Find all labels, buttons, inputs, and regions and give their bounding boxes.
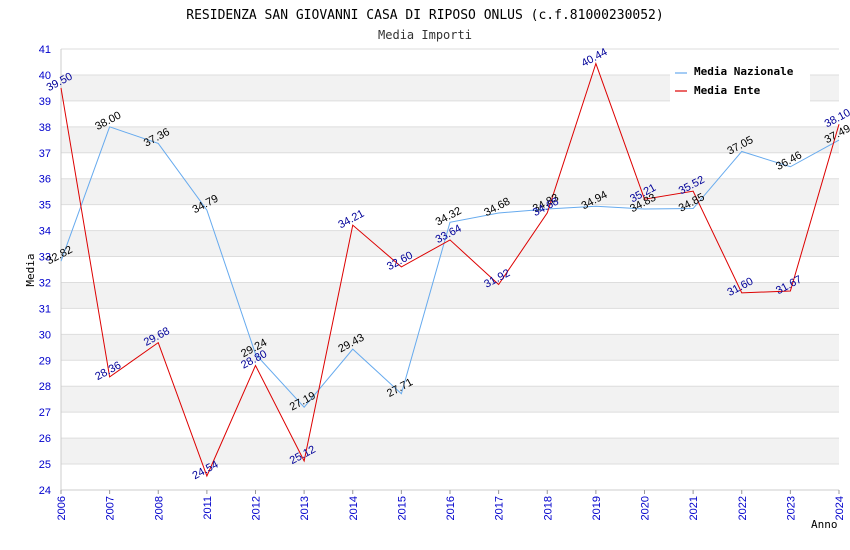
- y-tick-label: 39: [39, 96, 51, 108]
- x-tick-label: 2023: [785, 496, 797, 520]
- x-tick-label: 2020: [640, 496, 652, 520]
- y-tick-label: 29: [39, 355, 51, 367]
- y-tick-label: 30: [39, 329, 51, 341]
- chart-subtitle: Media Importi: [378, 28, 472, 42]
- y-tick-label: 35: [39, 200, 51, 212]
- series-line-ente: [60, 61, 840, 478]
- data-label-ente: 34.21: [336, 208, 366, 232]
- x-tick-label: 2024: [834, 496, 846, 520]
- y-tick-label: 28: [39, 381, 51, 393]
- legend-label-nazionale: Media Nazionale: [694, 65, 794, 78]
- y-tick-label: 40: [39, 70, 51, 82]
- series-line-nazionale: [60, 126, 840, 409]
- y-tick-label: 26: [39, 433, 51, 445]
- series-lines: [60, 61, 840, 478]
- plot-bands: [61, 74, 839, 465]
- legend-box: [670, 62, 810, 102]
- data-label-nazionale: 32.82: [45, 244, 75, 268]
- y-tick-label: 36: [39, 174, 51, 186]
- x-tick-label: 2021: [688, 496, 700, 520]
- plot-band: [61, 126, 839, 153]
- y-axis-label: Media: [24, 253, 37, 286]
- x-tick-label: 2015: [396, 496, 408, 520]
- chart-title: RESIDENZA SAN GIOVANNI CASA DI RIPOSO ON…: [186, 8, 663, 23]
- y-tick-label: 38: [39, 122, 51, 134]
- y-tick-label: 33: [39, 252, 51, 264]
- grid-lines: [61, 48, 839, 491]
- x-tick-label: 2012: [251, 496, 263, 520]
- plot-band: [61, 386, 839, 413]
- y-tick-label: 24: [39, 485, 51, 497]
- plot-band: [61, 230, 839, 257]
- data-label-ente: 40.44: [579, 46, 609, 70]
- x-tick-label: 2022: [737, 496, 749, 520]
- y-tick-label: 27: [39, 407, 51, 419]
- plot-band: [61, 438, 839, 465]
- y-tick-label: 25: [39, 459, 51, 471]
- x-tick-label: 2018: [542, 496, 554, 520]
- y-tick-label: 37: [39, 148, 51, 160]
- legend: Media Nazionale Media Ente: [670, 62, 810, 102]
- plot-band: [61, 282, 839, 309]
- x-tick-label: 2007: [105, 496, 117, 520]
- axes: [60, 49, 839, 491]
- x-tick-labels: 2006 2007 2008 2011 2012 2013 2014 2015 2016 2017…: [56, 490, 846, 520]
- y-tick-label: 31: [39, 303, 51, 315]
- x-axis-label: Anno: [811, 518, 838, 531]
- legend-label-ente: Media Ente: [694, 84, 761, 97]
- x-tick-label: 2019: [591, 496, 603, 520]
- x-tick-label: 2006: [56, 496, 68, 520]
- x-tick-label: 2016: [445, 496, 457, 520]
- plot-band: [61, 334, 839, 361]
- x-tick-label: 2008: [153, 496, 165, 520]
- plot-band: [61, 178, 839, 205]
- y-tick-label: 32: [39, 277, 51, 289]
- x-tick-label: 2017: [494, 496, 506, 520]
- x-tick-label: 2014: [348, 496, 360, 520]
- y-tick-labels: 24 25 26 27 28 29 30 31 32 33 34 35 36 37 38 39 40 41: [39, 44, 51, 497]
- y-tick-label: 41: [39, 44, 51, 56]
- data-labels: 32.8238.0037.3634.7929.2427.1929.4327.71…: [45, 46, 850, 482]
- x-tick-label: 2011: [202, 496, 214, 520]
- data-label-ente: 28.36: [93, 359, 123, 383]
- x-tick-label: 2013: [299, 496, 311, 520]
- y-tick-label: 34: [39, 226, 51, 238]
